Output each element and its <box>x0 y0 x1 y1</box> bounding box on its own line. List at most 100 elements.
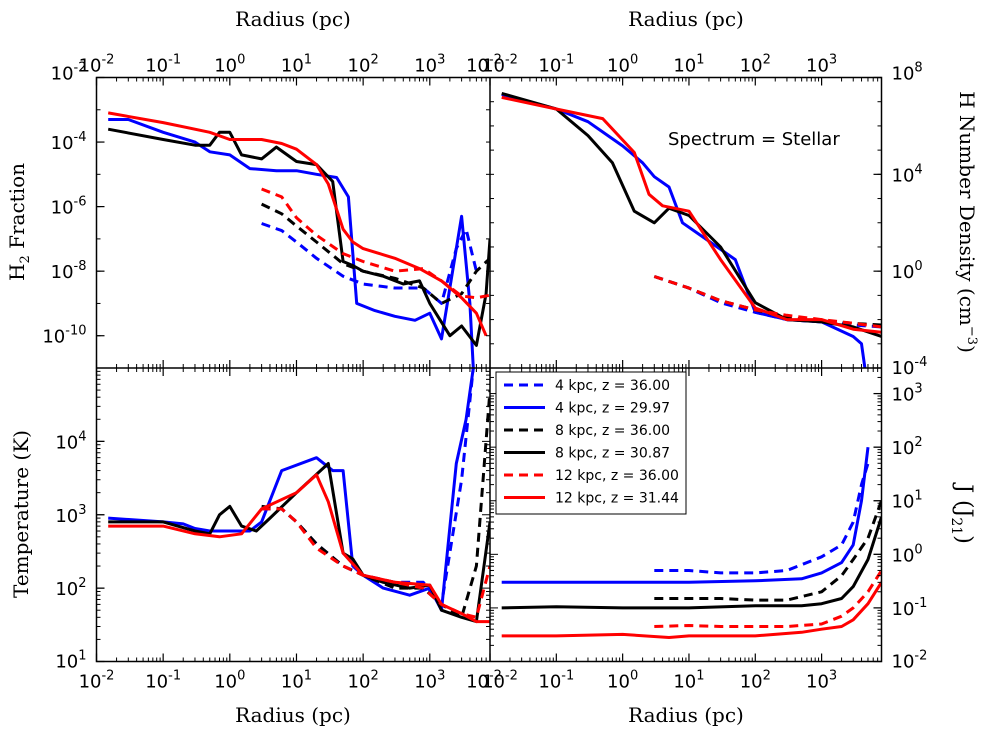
y-tick-label-temperature-3-exponent: 1 <box>78 649 86 664</box>
series-line-top-right-12-kpc-z-36-00 <box>653 275 882 329</box>
y-tick-label-density-3-exponent: -4 <box>914 355 927 370</box>
y-tick-label-density-0-mantissa: 10 <box>892 64 915 85</box>
y-tick-label-j21-5: 10-2 <box>892 649 928 673</box>
y-tick-label-temperature-0: 104 <box>55 429 86 453</box>
y-tick-label-temperature-1-exponent: 3 <box>78 503 86 518</box>
y-tick-label-h2-2-exponent: -6 <box>74 195 87 210</box>
x-tick-label-bottom-left-4-exponent: 2 <box>370 669 378 684</box>
series-line-top-right-12-kpc-z-31-44 <box>501 95 882 334</box>
y-tick-label-h2-1-exponent: -4 <box>74 130 87 145</box>
x-tick-label-top-left-1-exponent: -1 <box>168 53 181 68</box>
x-tick-label-top-right-4: 102 <box>740 53 771 77</box>
x-tick-label-bottom-right-1-mantissa: 10 <box>538 672 561 693</box>
x-tick-label-top-left-0-exponent: -2 <box>101 53 114 68</box>
x-tick-label-top-right-3-mantissa: 10 <box>673 56 696 77</box>
y-tick-label-density-3: 10-4 <box>892 355 928 379</box>
legend-label-3: 8 kpc, z = 30.87 <box>555 446 670 462</box>
x-tick-label-bottom-right-4-mantissa: 10 <box>740 672 763 693</box>
x-tick-label-top-left-3: 101 <box>281 53 312 77</box>
x-tick-label-top-right-3-exponent: 1 <box>696 53 704 68</box>
density-label-sup: −3 <box>964 326 979 345</box>
x-tick-label-bottom-right-3-exponent: 1 <box>696 669 704 684</box>
y-tick-label-temperature-2: 102 <box>55 576 86 600</box>
x-tick-label-top-right-2: 100 <box>607 53 638 77</box>
x-tick-label-top-right-2-exponent: 0 <box>630 53 638 68</box>
y-tick-label-j21-5-mantissa: 10 <box>892 652 915 673</box>
y-tick-label-j21-4-exponent: -1 <box>914 596 927 611</box>
x-tick-label-bottom-left-2: 100 <box>214 669 245 693</box>
x-tick-label-bottom-left-edge-exponent: -2 <box>489 669 502 684</box>
x-tick-label-top-right-5-mantissa: 10 <box>806 56 829 77</box>
x-tick-label-bottom-right-0-mantissa: 10 <box>482 672 505 693</box>
y-tick-label-temperature-0-exponent: 4 <box>78 429 86 444</box>
spectrum-annotation: Spectrum = Stellar <box>668 129 840 150</box>
x-tick-label-top-left-edge-exponent: -2 <box>489 53 502 68</box>
legend-label-0: 4 kpc, z = 36.00 <box>555 378 670 394</box>
x-tick-label-bottom-left-0-exponent: -2 <box>101 669 114 684</box>
y-tick-label-h2-0-mantissa: 10 <box>51 64 74 85</box>
x-tick-label-top-left-5: 103 <box>414 53 445 77</box>
x-tick-label-bottom-right-5: 103 <box>806 669 837 693</box>
x-tick-label-top-right-0-exponent: -2 <box>505 53 518 68</box>
x-tick-label-top-left-3-mantissa: 10 <box>281 56 304 77</box>
y-tick-label-j21-2: 101 <box>892 489 923 513</box>
series-line-top-right-4-kpc-z-29-97 <box>501 92 867 368</box>
y-tick-label-density-1: 104 <box>892 162 923 186</box>
y-tick-label-h2-4: 10-10 <box>42 324 86 348</box>
panel-top-left-series <box>107 111 490 368</box>
y-tick-label-j21-0-exponent: 3 <box>914 382 922 397</box>
axis-title-radius-top-right: Radius (pc) <box>628 7 744 31</box>
y-tick-label-h2-0-exponent: -2 <box>74 61 87 76</box>
x-tick-label-top-left-3-exponent: 1 <box>304 53 312 68</box>
x-tick-label-bottom-left-1: 10-1 <box>145 669 181 693</box>
x-tick-label-bottom-right-4: 102 <box>740 669 771 693</box>
j21-label-close: ) <box>951 535 976 544</box>
y-tick-label-j21-4: 10-1 <box>892 596 928 620</box>
y-tick-label-h2-3: 10-8 <box>51 259 87 283</box>
series-line-bottom-right-4-kpc-z-36-00 <box>654 462 870 575</box>
plot-layer <box>107 91 882 639</box>
x-tick-label-top-left-edge-mantissa: 10 <box>466 56 489 77</box>
y-tick-label-h2-2: 10-6 <box>51 195 87 219</box>
j21-label-main: J (J <box>951 482 976 517</box>
x-tick-label-top-right-3: 101 <box>673 53 704 77</box>
x-tick-label-top-left-4-mantissa: 10 <box>348 56 371 77</box>
y-tick-label-h2-2-mantissa: 10 <box>51 198 74 219</box>
legend-label-5: 12 kpc, z = 31.44 <box>555 491 679 507</box>
x-tick-label-bottom-right-2-mantissa: 10 <box>607 672 630 693</box>
series-line-bottom-right-4-kpc-z-29-97 <box>501 447 870 584</box>
y-tick-label-h2-1-mantissa: 10 <box>51 133 74 154</box>
x-tick-label-top-right-2-mantissa: 10 <box>607 56 630 77</box>
x-tick-label-top-left-2-mantissa: 10 <box>214 56 237 77</box>
x-tick-label-bottom-left-4-mantissa: 10 <box>348 672 371 693</box>
y-tick-label-j21-5-exponent: -2 <box>914 649 927 664</box>
y-tick-label-h2-3-exponent: -8 <box>74 259 87 274</box>
series-line-top-left-4-kpc-z-36-00 <box>261 222 478 305</box>
x-tick-label-bottom-right-2: 100 <box>607 669 638 693</box>
x-tick-label-bottom-left-0: 10-2 <box>79 669 115 693</box>
axis-title-radius-top-left: Radius (pc) <box>235 7 351 31</box>
x-tick-label-top-right-5-exponent: 3 <box>829 53 837 68</box>
x-tick-label-top-left-2-exponent: 0 <box>237 53 245 68</box>
y-tick-label-j21-2-mantissa: 10 <box>892 492 915 513</box>
x-tick-label-bottom-left-2-mantissa: 10 <box>214 672 237 693</box>
axis-title-temperature: Temperature (K) <box>9 430 33 598</box>
density-label-main: H Number Density (cm <box>955 91 979 326</box>
x-tick-label-bottom-right-2-exponent: 0 <box>630 669 638 684</box>
x-tick-label-bottom-left-edge-mantissa: 10 <box>466 672 489 693</box>
x-tick-label-top-right-1: 10-1 <box>538 53 574 77</box>
panel-bottom-left-series <box>108 368 490 624</box>
y-tick-label-temperature-1: 103 <box>55 503 86 527</box>
x-tick-label-top-left-1-mantissa: 10 <box>145 56 168 77</box>
series-line-top-left-12-kpc-z-31-44 <box>107 111 488 337</box>
x-tick-label-bottom-right-1-exponent: -1 <box>561 669 574 684</box>
h2-label-main: H <box>5 264 29 281</box>
x-tick-label-bottom-left-0-mantissa: 10 <box>79 672 102 693</box>
y-tick-label-h2-4-exponent: -10 <box>65 324 86 339</box>
series-line-bottom-left-4-kpc-z-36-00 <box>261 368 475 606</box>
x-tick-label-top-right-0-mantissa: 10 <box>482 56 505 77</box>
x-tick-label-bottom-right-3-mantissa: 10 <box>673 672 696 693</box>
h2-label-rest: Fraction <box>5 163 29 255</box>
y-tick-label-temperature-3-mantissa: 10 <box>55 652 78 673</box>
y-tick-label-density-3-mantissa: 10 <box>892 358 915 379</box>
